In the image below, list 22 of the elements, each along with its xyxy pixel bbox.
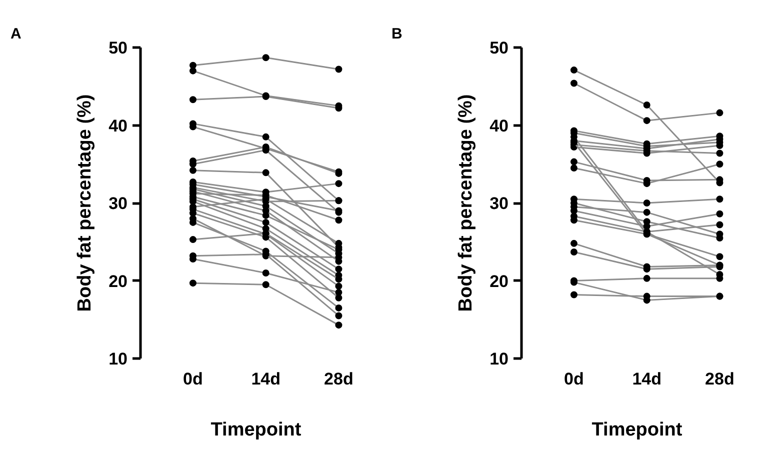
y-tick-label: 10 (108, 350, 128, 368)
y-axis-title: Body fat percentage (%) (456, 94, 477, 312)
text: B (392, 26, 402, 42)
x-tick-label: 0d (564, 370, 584, 388)
y-tick-label: 30 (108, 194, 128, 213)
y-axis-title: Body fat percentage (%) (74, 94, 96, 312)
y-tick-label: 50 (108, 38, 128, 58)
y-tick-label: 40 (490, 116, 509, 136)
y-tick-label: 30 (490, 194, 509, 213)
y-tick-label: 20 (108, 272, 128, 291)
text: A (10, 26, 22, 42)
x-axis-title: Timepoint (592, 420, 683, 440)
x-tick-label: 28d (324, 370, 354, 388)
y-tick-label: 20 (490, 272, 509, 291)
x-axis-title: Timepoint (210, 420, 302, 440)
y-tick-label: 40 (108, 116, 128, 136)
x-tick-label: 14d (632, 370, 662, 388)
x-tick-label: 14d (251, 370, 280, 388)
y-tick-label: 10 (490, 350, 509, 368)
x-tick-label: 0d (183, 370, 203, 388)
x-tick-label: 28d (705, 370, 734, 388)
y-tick-label: 50 (490, 38, 509, 58)
